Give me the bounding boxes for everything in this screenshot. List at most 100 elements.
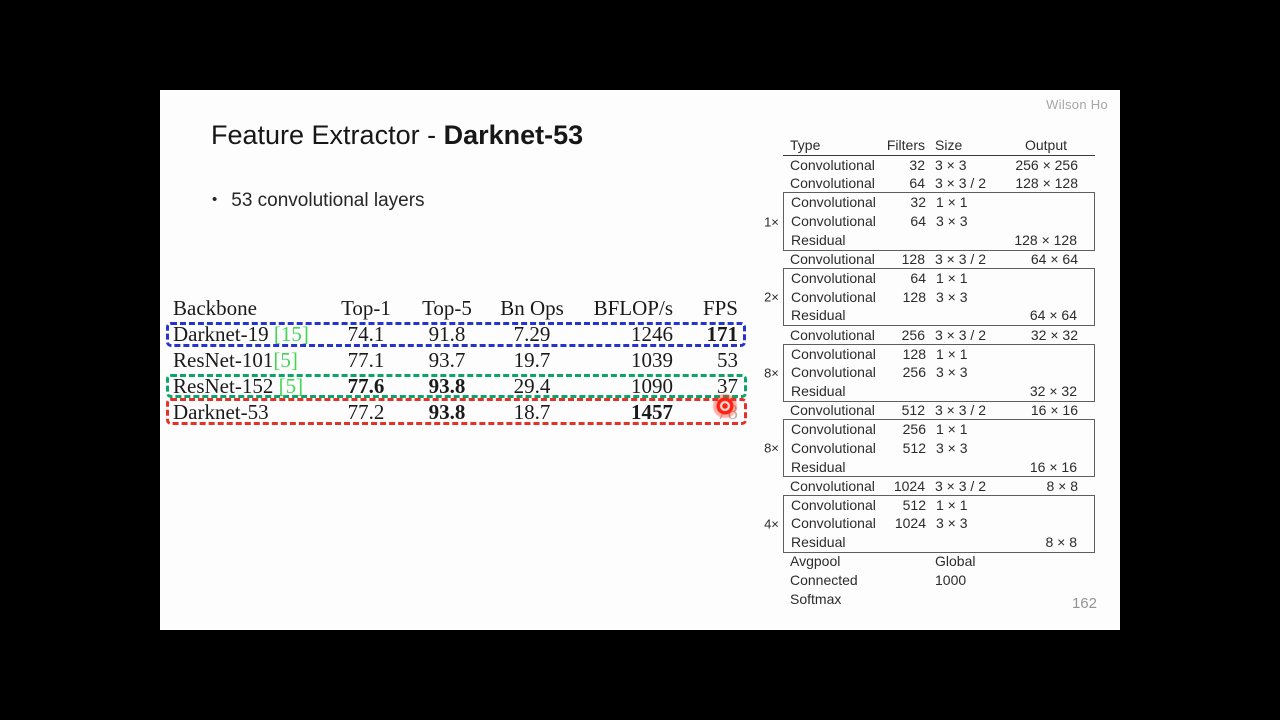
table-row: Convolutional 512 1 × 1 — [784, 496, 1094, 515]
size-cell — [925, 590, 1010, 609]
table-row: Convolutional 1024 3 × 3 — [784, 514, 1094, 533]
residual-block-group: 1× Convolutional 32 1 × 1 Convolutional 64 3 ×… — [764, 192, 1095, 251]
size-cell: 1000 — [935, 571, 967, 588]
value-cell: 77.2 — [347, 400, 385, 424]
backbone-name: Darknet-19 — [173, 322, 274, 346]
value-cell: 19.7 — [513, 348, 551, 372]
filters-cell: 64 — [909, 175, 925, 192]
slide: Wilson Ho Feature Extractor - Darknet-53… — [160, 90, 1120, 630]
size-cell: Global — [935, 553, 976, 570]
table-row: Avgpool Global — [783, 552, 1095, 571]
value-cell: 77.1 — [347, 348, 385, 372]
residual-block-group: 8× Convolutional 128 1 × 1 Convolutional 256 3… — [764, 343, 1095, 402]
repeat-multiplier-label: 8× — [764, 440, 779, 456]
output-cell: 128 × 128 — [1014, 231, 1077, 248]
filters-cell — [886, 382, 926, 401]
size-cell: 1 × 1 — [936, 194, 968, 211]
filters-cell — [886, 533, 926, 552]
value-cell: 91.8 — [428, 322, 466, 346]
filters-cell: 512 — [902, 439, 926, 456]
size-cell: 3 × 3 — [936, 515, 968, 532]
type-cell: Convolutional — [791, 421, 876, 438]
table-row: Convolutional 256 3 × 3 — [784, 363, 1094, 382]
type-cell: Convolutional — [790, 477, 875, 494]
output-cell: 16 × 16 — [1029, 458, 1077, 475]
column-header: BFLOP/s — [593, 296, 673, 320]
bullet-glyph: • — [212, 191, 218, 208]
filters-cell — [886, 458, 926, 477]
backbone-cell: ResNet-152 [5] — [173, 373, 323, 399]
size-cell — [926, 231, 1011, 250]
filters-cell: 1024 — [893, 477, 925, 494]
filters-cell — [885, 590, 925, 609]
table-row: Convolutional 512 3 × 3 — [784, 439, 1094, 458]
output-cell — [1011, 496, 1094, 515]
size-cell: 3 × 3 / 2 — [935, 477, 986, 494]
value-cell: 77.6 — [347, 374, 385, 398]
highlight-box-resnet152 — [166, 374, 747, 398]
type-cell: Residual — [791, 307, 846, 324]
table-row: ResNet-101[5] 77.1 93.7 19.7 1039 53 — [173, 347, 743, 373]
value-cell: 1457 — [631, 400, 673, 424]
type-cell: Convolutional — [791, 345, 876, 362]
output-cell — [1011, 345, 1094, 364]
table-row: Residual 128 × 128 — [784, 231, 1094, 250]
benchmark-header-row: Backbone Top-1 Top-5 Bn Ops BFLOP/s FPS — [173, 295, 743, 321]
size-cell: 3 × 3 — [936, 364, 968, 381]
size-cell: 3 × 3 — [936, 439, 968, 456]
type-cell: Residual — [791, 458, 846, 475]
column-header: Backbone — [173, 296, 257, 320]
table-row: Darknet-19 [15] 74.1 91.8 7.29 1246 171 — [173, 321, 743, 347]
value-cell: 29.4 — [513, 374, 551, 398]
table-row: Residual 8 × 8 — [784, 533, 1094, 552]
filters-cell — [885, 571, 925, 590]
column-header: Top-5 — [422, 296, 472, 320]
type-cell: Convolutional — [791, 288, 876, 305]
benchmark-table: Backbone Top-1 Top-5 Bn Ops BFLOP/s FPS Darkne… — [173, 295, 743, 425]
size-cell: 3 × 3 / 2 — [935, 326, 986, 343]
size-cell — [926, 458, 1011, 477]
value-cell: 53 — [717, 348, 738, 372]
table-row: Convolutional 128 1 × 1 — [784, 345, 1094, 364]
type-cell: Softmax — [790, 590, 842, 607]
backbone-name: Darknet-53 — [173, 400, 269, 424]
table-row: Convolutional 256 3 × 3 / 2 32 × 32 — [783, 326, 1095, 345]
filters-cell: 256 — [902, 421, 926, 438]
type-cell: Convolutional — [790, 326, 875, 343]
residual-block-group: 8× Convolutional 256 1 × 1 Convolutional 512 3… — [764, 419, 1095, 478]
output-cell: 8 × 8 — [1046, 477, 1078, 494]
type-cell: Convolutional — [791, 194, 876, 211]
size-cell: 1 × 1 — [936, 270, 968, 287]
backbone-cell: Darknet-53 — [173, 399, 323, 425]
table-row: Residual 64 × 64 — [784, 306, 1094, 325]
value-cell: 37 — [717, 374, 738, 398]
filters-cell: 64 — [910, 270, 926, 287]
column-header: Size — [935, 137, 963, 153]
output-cell: 32 × 32 — [1030, 326, 1078, 343]
architecture-header-row: Type Filters Size Output — [783, 136, 1095, 156]
output-cell — [1011, 439, 1094, 458]
output-cell — [1011, 193, 1094, 212]
value-cell: 7.29 — [513, 322, 551, 346]
repeat-multiplier-label: 2× — [764, 289, 779, 305]
output-cell — [1010, 571, 1095, 590]
citation-ref: [5] — [273, 348, 298, 372]
filters-cell: 512 — [901, 402, 925, 419]
backbone-name: ResNet-152 — [173, 374, 279, 398]
residual-block-group: 4× Convolutional 512 1 × 1 Convolutional 1024… — [764, 494, 1095, 553]
table-row: ResNet-152 [5] 77.6 93.8 29.4 1090 37 — [173, 373, 743, 399]
column-header: Filters — [886, 137, 925, 153]
title-regular: Feature Extractor - — [211, 120, 444, 150]
size-cell: 3 × 3 — [935, 156, 967, 173]
value-cell: 74.1 — [347, 322, 385, 346]
type-cell: Convolutional — [791, 515, 876, 532]
repeat-multiplier-label: 4× — [764, 516, 779, 532]
output-cell — [1011, 212, 1094, 231]
value-cell: 1246 — [631, 322, 673, 346]
type-cell: Convolutional — [791, 496, 876, 513]
table-row: Convolutional 128 3 × 3 — [784, 288, 1094, 307]
type-cell: Residual — [791, 382, 846, 399]
highlight-box-darknet19 — [166, 322, 746, 347]
filters-cell — [885, 552, 925, 571]
